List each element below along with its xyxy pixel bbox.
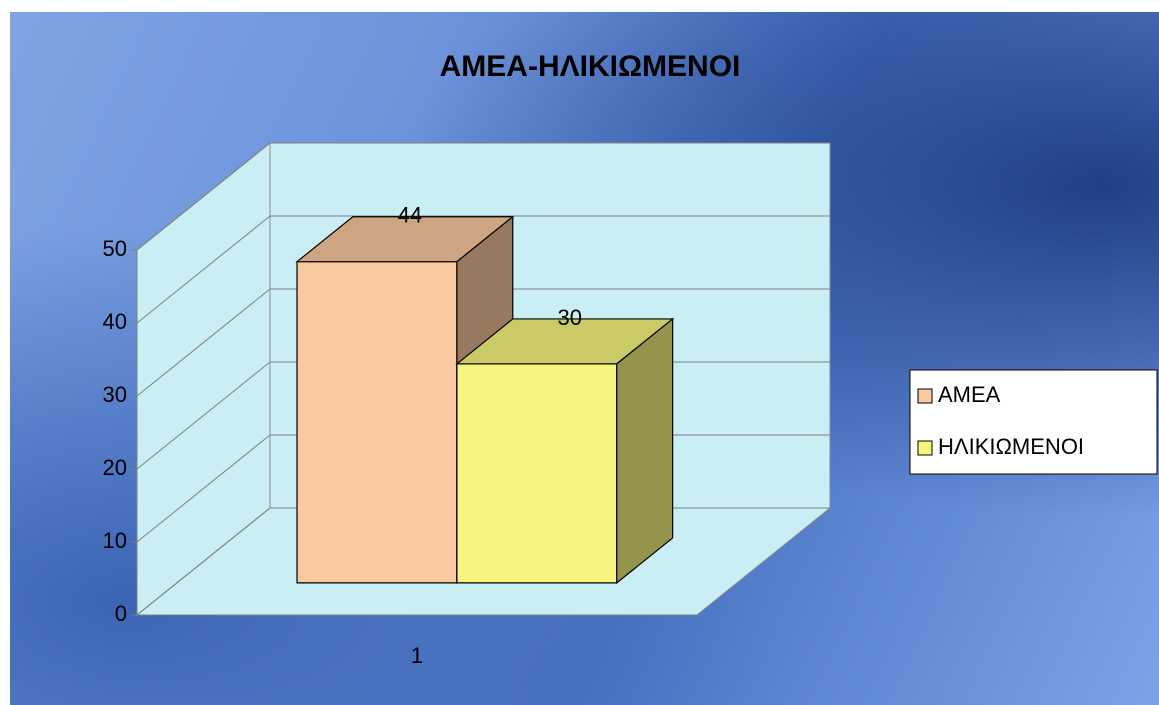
- data-label: 44: [398, 203, 422, 228]
- bar-side: [616, 317, 674, 585]
- bar-front: [456, 363, 618, 584]
- y-tick-label: 30: [103, 382, 127, 407]
- y-tick-label: 0: [115, 601, 127, 626]
- legend-label: ΗΛΙΚΙΩΜΕΝΟΙ: [938, 434, 1084, 459]
- grid-line: [136, 142, 830, 251]
- grid-line: [136, 288, 830, 397]
- grid-line: [136, 215, 830, 324]
- legend-box: [909, 369, 1158, 475]
- legend-swatch: [917, 388, 933, 404]
- y-tick-label: 10: [103, 528, 127, 553]
- legend-swatch: [917, 440, 933, 456]
- y-tick-label: 50: [103, 236, 127, 261]
- legend-label: ΑΜΕΑ: [938, 382, 1001, 407]
- y-tick-label: 20: [103, 455, 127, 480]
- bar-front: [296, 261, 458, 584]
- y-tick-label: 40: [103, 309, 127, 334]
- data-label: 30: [558, 305, 582, 330]
- x-tick-label: 1: [411, 643, 423, 668]
- chart-title: ΑΜΕΑ-ΗΛΙΚΙΩΜΕΝΟΙ: [440, 50, 741, 83]
